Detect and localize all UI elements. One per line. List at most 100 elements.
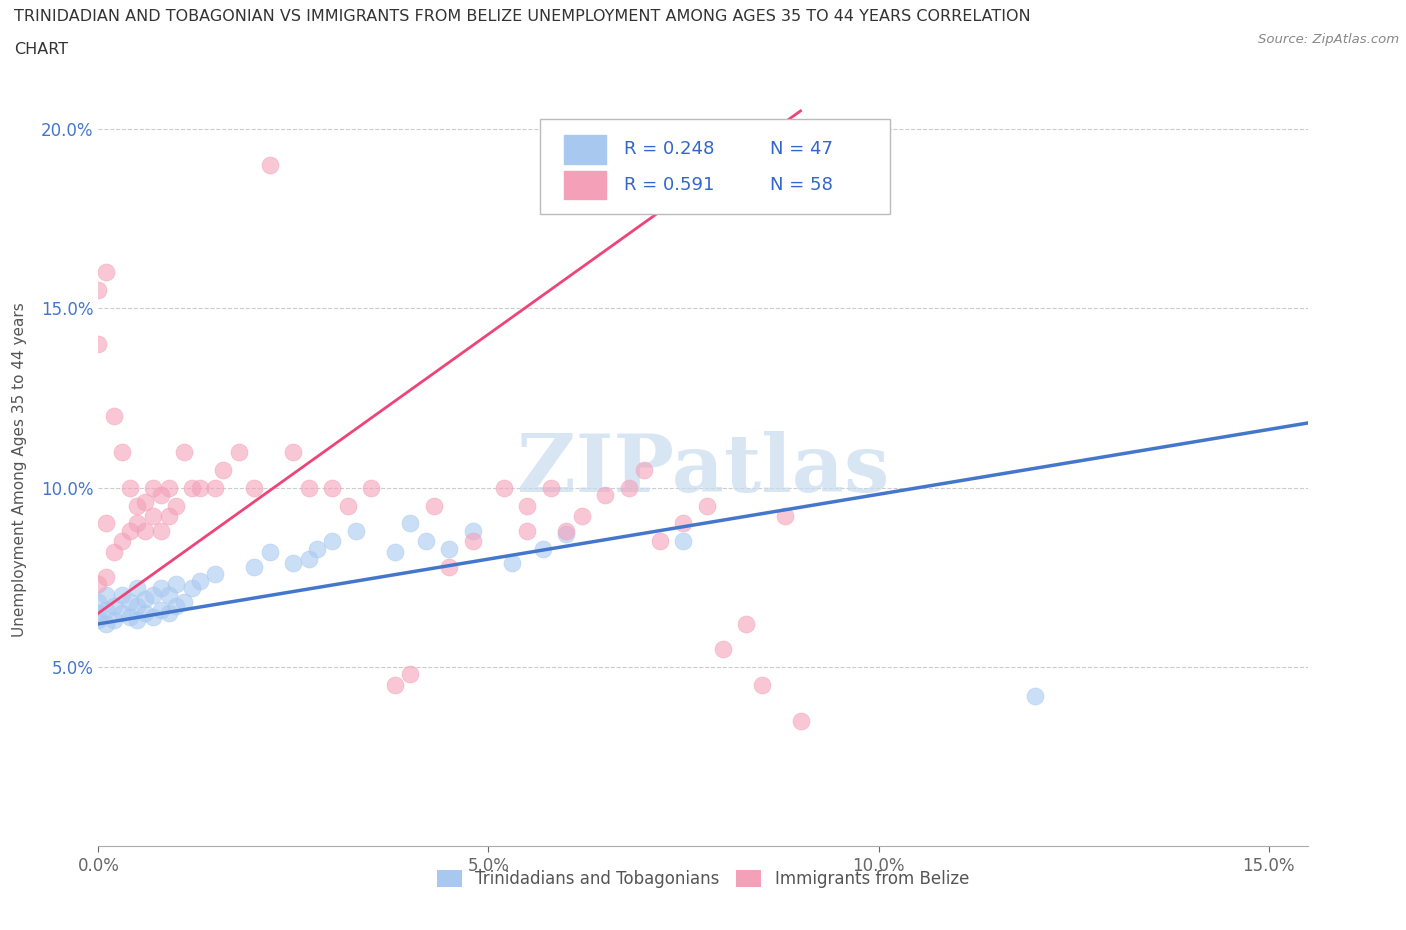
Point — [415, 534, 437, 549]
Point — [134, 495, 156, 510]
Point — [243, 559, 266, 574]
Point — [321, 480, 343, 495]
Point — [439, 559, 461, 574]
Point — [461, 524, 484, 538]
Point — [531, 541, 554, 556]
Point — [87, 595, 110, 610]
Point — [672, 516, 695, 531]
Point — [298, 480, 321, 495]
Point — [181, 580, 204, 595]
Point — [399, 667, 422, 682]
Point — [157, 588, 180, 603]
Y-axis label: Unemployment Among Ages 35 to 44 years: Unemployment Among Ages 35 to 44 years — [13, 302, 27, 637]
Point — [87, 337, 110, 352]
Point — [165, 577, 187, 591]
Point — [134, 524, 156, 538]
Point — [87, 283, 110, 298]
Point — [243, 480, 266, 495]
Point — [165, 599, 187, 614]
Point — [127, 613, 149, 628]
Point — [142, 509, 165, 524]
Point — [617, 480, 640, 495]
Point — [149, 602, 172, 617]
Point — [360, 480, 382, 495]
Point — [228, 445, 250, 459]
Point — [134, 605, 156, 620]
Point — [384, 677, 406, 692]
Point — [204, 566, 226, 581]
Point — [149, 524, 172, 538]
Point — [111, 534, 134, 549]
Legend: Trinidadians and Tobagonians, Immigrants from Belize: Trinidadians and Tobagonians, Immigrants… — [430, 863, 976, 895]
Point — [212, 462, 235, 477]
Point — [439, 541, 461, 556]
Point — [399, 516, 422, 531]
Point — [751, 677, 773, 692]
Point — [283, 445, 305, 459]
Point — [103, 408, 125, 423]
Point — [540, 480, 562, 495]
Point — [672, 534, 695, 549]
Point — [142, 588, 165, 603]
Point — [571, 509, 593, 524]
Point — [157, 509, 180, 524]
Point — [118, 609, 141, 624]
Point — [103, 599, 125, 614]
Point — [516, 524, 538, 538]
Text: Source: ZipAtlas.com: Source: ZipAtlas.com — [1258, 33, 1399, 46]
Point — [735, 617, 758, 631]
Point — [87, 605, 110, 620]
Point — [773, 509, 796, 524]
Point — [181, 480, 204, 495]
Text: R = 0.248: R = 0.248 — [624, 140, 714, 158]
Point — [298, 551, 321, 566]
Point — [173, 595, 195, 610]
Point — [344, 524, 367, 538]
Point — [142, 480, 165, 495]
Text: TRINIDADIAN AND TOBAGONIAN VS IMMIGRANTS FROM BELIZE UNEMPLOYMENT AMONG AGES 35 : TRINIDADIAN AND TOBAGONIAN VS IMMIGRANTS… — [14, 9, 1031, 24]
Text: ZIPatlas: ZIPatlas — [517, 431, 889, 509]
Point — [337, 498, 360, 513]
Point — [87, 577, 110, 591]
Point — [305, 541, 328, 556]
Point — [188, 480, 211, 495]
Point — [461, 534, 484, 549]
Text: N = 47: N = 47 — [769, 140, 832, 158]
Point — [259, 545, 281, 560]
Point — [633, 462, 655, 477]
Point — [149, 580, 172, 595]
Point — [118, 480, 141, 495]
Text: N = 58: N = 58 — [769, 176, 832, 193]
Point — [157, 605, 180, 620]
Point — [111, 445, 134, 459]
Point — [1024, 688, 1046, 703]
Point — [384, 545, 406, 560]
Point — [595, 193, 617, 208]
Point — [134, 591, 156, 606]
Bar — [564, 135, 606, 164]
Point — [696, 498, 718, 513]
Point — [127, 580, 149, 595]
Point — [87, 613, 110, 628]
Point — [188, 574, 211, 589]
Point — [321, 534, 343, 549]
Point — [555, 524, 578, 538]
Point — [149, 487, 172, 502]
Point — [283, 555, 305, 570]
Point — [103, 613, 125, 628]
Point — [648, 534, 671, 549]
Point — [127, 498, 149, 513]
Point — [501, 555, 523, 570]
Point — [423, 498, 446, 513]
Point — [127, 599, 149, 614]
Point — [103, 545, 125, 560]
Point — [96, 265, 118, 280]
Point — [127, 516, 149, 531]
Point — [789, 713, 811, 728]
Text: R = 0.591: R = 0.591 — [624, 176, 714, 193]
Point — [595, 487, 617, 502]
Point — [96, 617, 118, 631]
Point — [118, 524, 141, 538]
Point — [173, 445, 195, 459]
Point — [96, 588, 118, 603]
